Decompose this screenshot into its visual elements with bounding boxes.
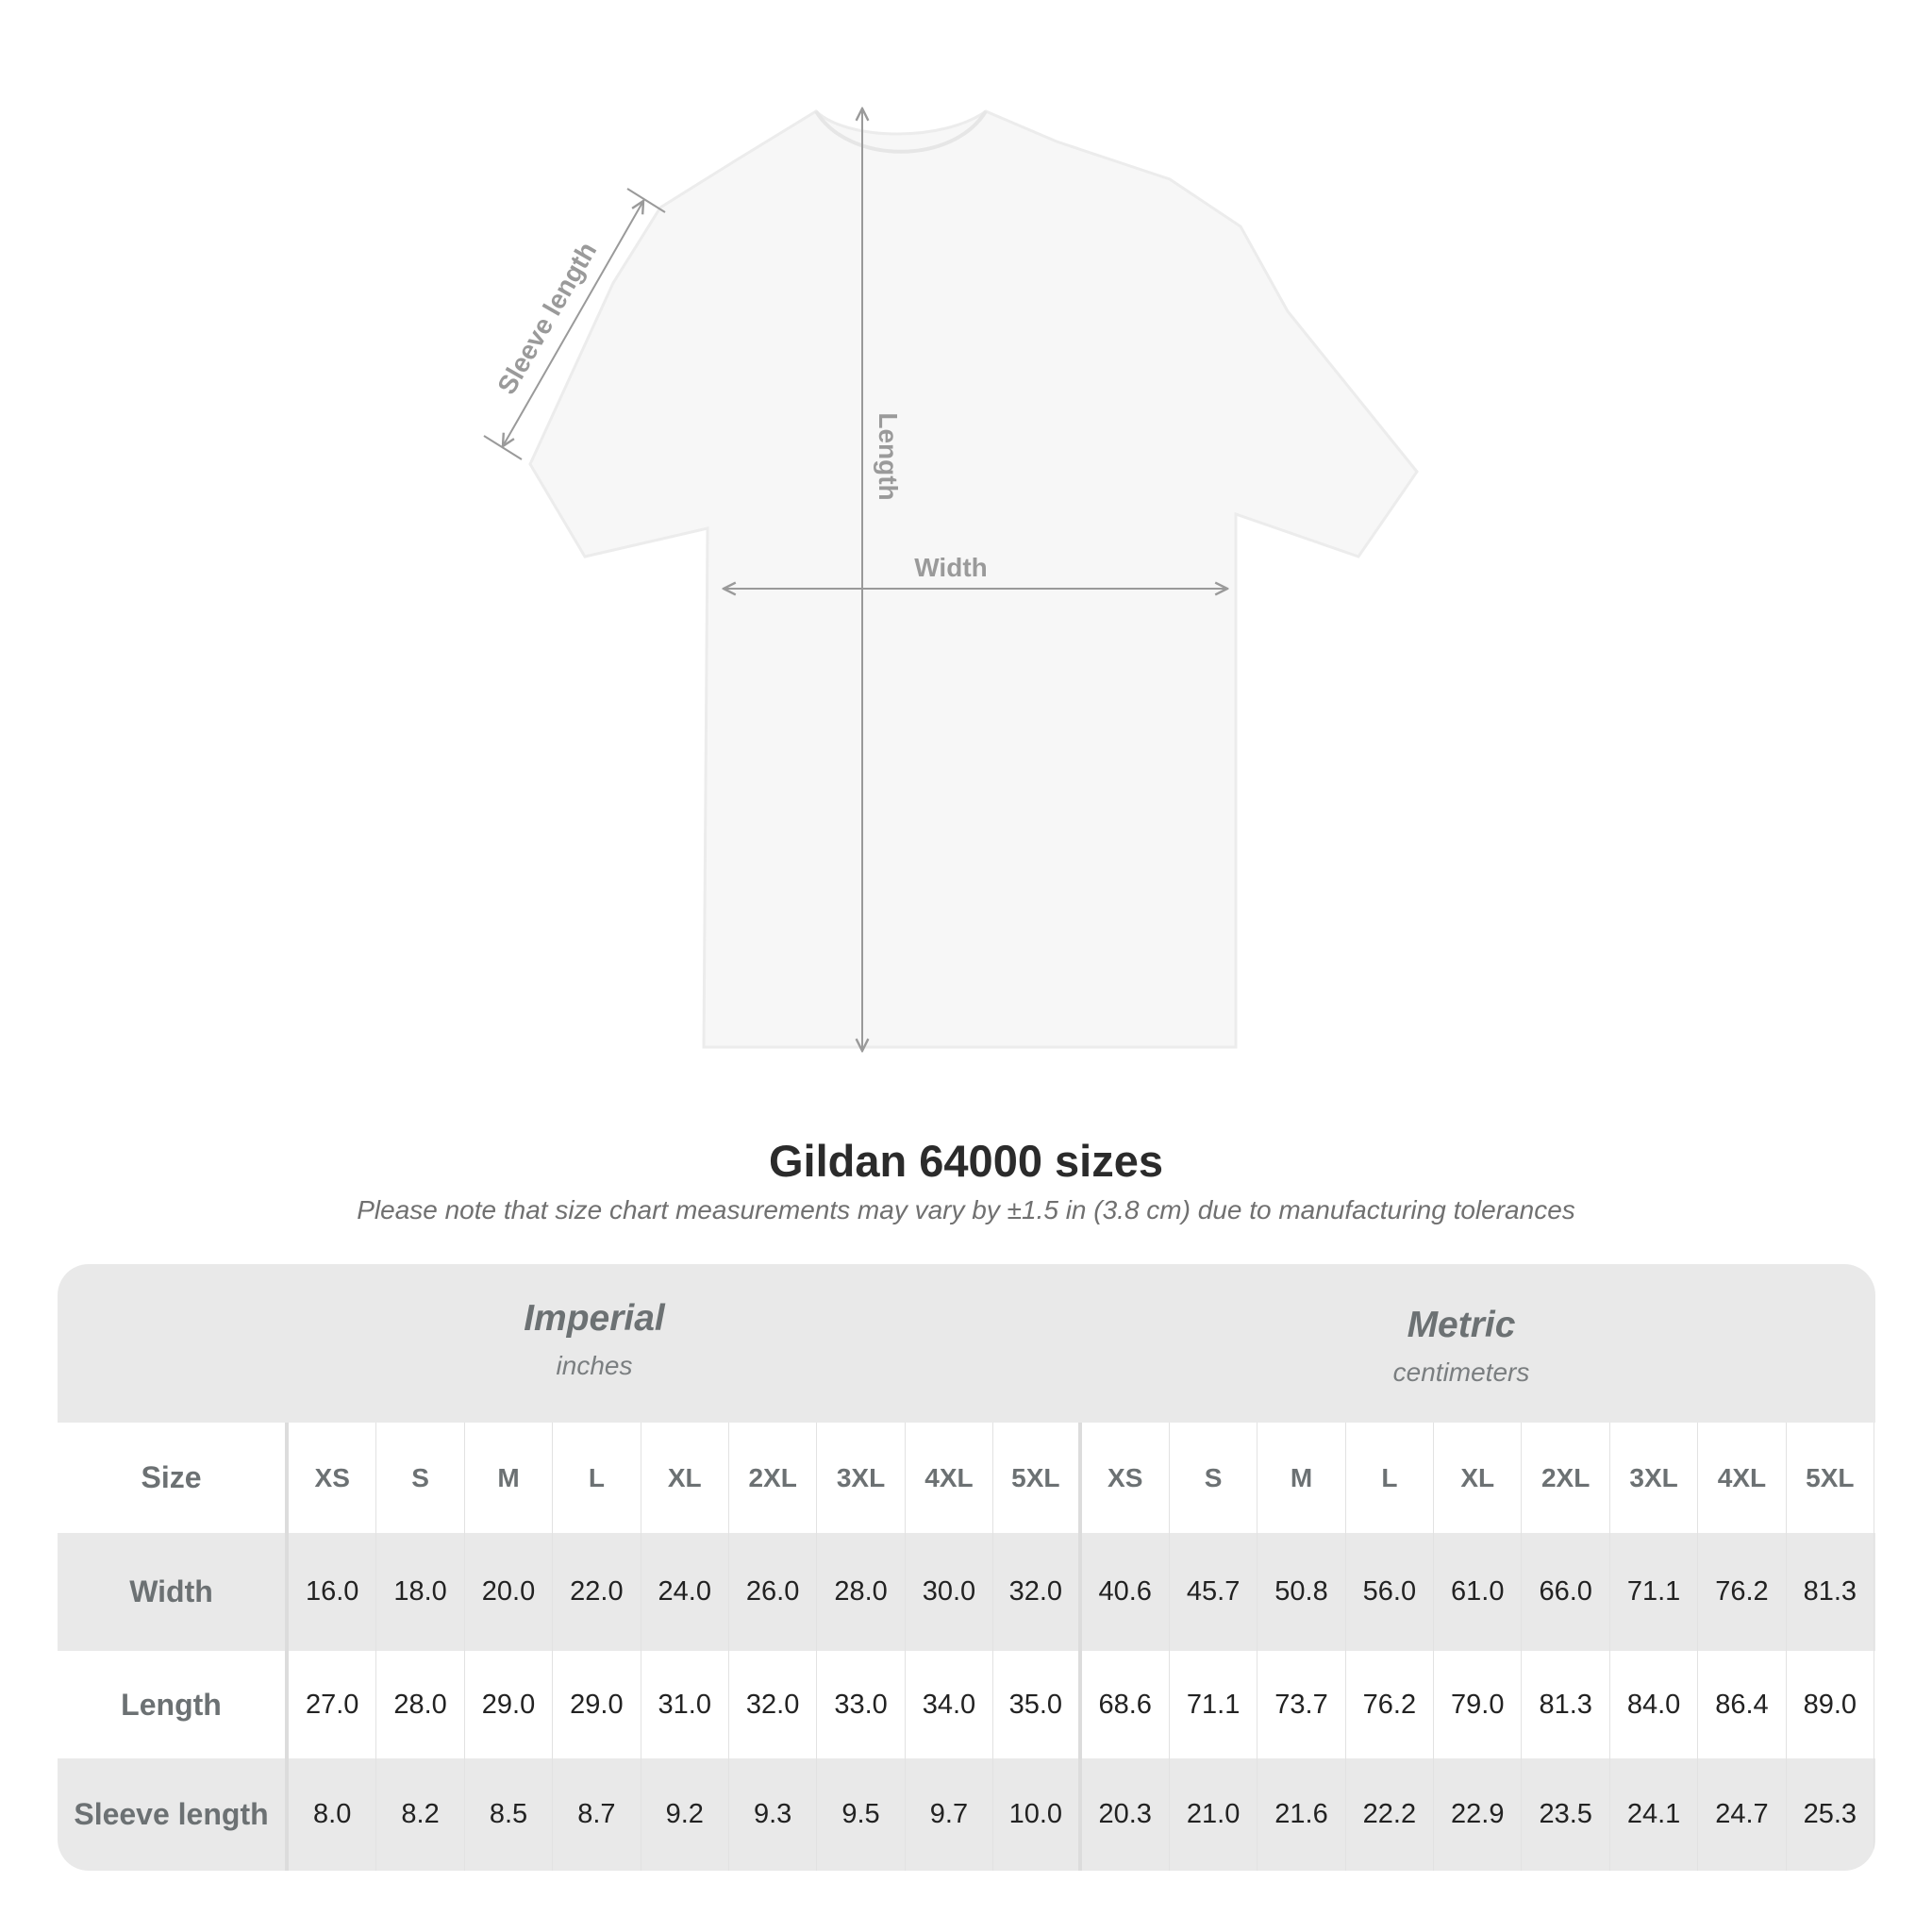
- table-cell: 32.0: [729, 1651, 818, 1758]
- table-cell: 68.6: [1082, 1651, 1170, 1758]
- size-header-imperial-xl: XL: [641, 1423, 729, 1533]
- table-cell: 45.7: [1170, 1533, 1258, 1651]
- imperial-header: Imperial inches: [358, 1298, 830, 1381]
- metric-title: Metric: [1407, 1305, 1516, 1345]
- metric-unit: centimeters: [1392, 1357, 1530, 1387]
- size-header-metric-4xl: 4XL: [1698, 1423, 1787, 1533]
- size-header-metric-xs: XS: [1082, 1423, 1170, 1533]
- size-header-imperial-3xl: 3XL: [817, 1423, 906, 1533]
- table-cell: 22.0: [553, 1533, 641, 1651]
- table-cell: 23.5: [1522, 1758, 1610, 1871]
- table-cell: 9.2: [641, 1758, 729, 1871]
- table-cell: 30.0: [906, 1533, 994, 1651]
- length-label: Length: [874, 412, 903, 500]
- table-cell: 18.0: [376, 1533, 465, 1651]
- table-cell: 20.0: [465, 1533, 554, 1651]
- size-header-imperial-l: L: [553, 1423, 641, 1533]
- table-cell: 66.0: [1522, 1533, 1610, 1651]
- table-cell: 56.0: [1346, 1533, 1435, 1651]
- table-cell: 22.2: [1346, 1758, 1435, 1871]
- table-cell: 24.0: [641, 1533, 729, 1651]
- size-header-imperial-m: M: [465, 1423, 554, 1533]
- table-cell: 26.0: [729, 1533, 818, 1651]
- size-table: Imperial inches Metric centimeters Size …: [58, 1264, 1875, 1871]
- table-cell: 50.8: [1257, 1533, 1346, 1651]
- size-header-metric-2xl: 2XL: [1522, 1423, 1610, 1533]
- chart-title: Gildan 64000 sizes: [768, 1136, 1164, 1186]
- table-cell: 28.0: [817, 1533, 906, 1651]
- size-header-metric-3xl: 3XL: [1610, 1423, 1699, 1533]
- table-cell: 29.0: [553, 1651, 641, 1758]
- size-header-metric-m: M: [1257, 1423, 1346, 1533]
- size-row: Size XS S M L XL 2XL 3XL 4XL 5XL XS S M L XL 2XL 3XL 4XL…: [58, 1423, 1875, 1533]
- table-cell: 9.7: [906, 1758, 994, 1871]
- size-header-metric-s: S: [1170, 1423, 1258, 1533]
- size-label: Size: [58, 1423, 289, 1533]
- table-cell: 71.1: [1170, 1651, 1258, 1758]
- size-header-imperial-2xl: 2XL: [729, 1423, 818, 1533]
- table-cell: 79.0: [1434, 1651, 1523, 1758]
- metric-header: Metric centimeters: [1225, 1305, 1697, 1388]
- table-row-width: Width 16.0 18.0 20.0 22.0 24.0 26.0 28.0 30.0 32.…: [58, 1533, 1875, 1651]
- table-cell: 16.0: [289, 1533, 377, 1651]
- sleeve-arrow: [503, 201, 643, 446]
- table-cell: 8.7: [553, 1758, 641, 1871]
- table-cell: 20.3: [1082, 1758, 1170, 1871]
- table-cell: 35.0: [993, 1651, 1082, 1758]
- table-cell: 76.2: [1346, 1651, 1435, 1758]
- table-cell: 81.3: [1522, 1651, 1610, 1758]
- size-header-metric-xl: XL: [1434, 1423, 1523, 1533]
- size-header-metric-5xl: 5XL: [1787, 1423, 1875, 1533]
- size-header-imperial-s: S: [376, 1423, 465, 1533]
- row-label: Width: [58, 1533, 289, 1651]
- row-label: Length: [58, 1651, 289, 1758]
- imperial-title: Imperial: [524, 1298, 665, 1339]
- table-row-length: Length 27.0 28.0 29.0 29.0 31.0 32.0 33.0 34.0 35…: [58, 1651, 1875, 1758]
- size-header-imperial-5xl: 5XL: [993, 1423, 1082, 1533]
- table-cell: 29.0: [465, 1651, 554, 1758]
- table-cell: 81.3: [1787, 1533, 1875, 1651]
- tshirt-diagram: Length Width Sleeve length: [483, 0, 1419, 1094]
- width-label: Width: [914, 553, 988, 582]
- table-cell: 32.0: [993, 1533, 1082, 1651]
- table-cell: 40.6: [1082, 1533, 1170, 1651]
- table-cell: 9.3: [729, 1758, 818, 1871]
- table-cell: 24.7: [1698, 1758, 1787, 1871]
- table-cell: 21.0: [1170, 1758, 1258, 1871]
- table-cell: 76.2: [1698, 1533, 1787, 1651]
- table-cell: 8.2: [376, 1758, 465, 1871]
- tolerance-note: Please note that size chart measurements…: [357, 1195, 1575, 1224]
- table-cell: 89.0: [1787, 1651, 1875, 1758]
- table-cell: 27.0: [289, 1651, 377, 1758]
- table-cell: 33.0: [817, 1651, 906, 1758]
- table-cell: 34.0: [906, 1651, 994, 1758]
- table-cell: 10.0: [993, 1758, 1082, 1871]
- table-cell: 8.5: [465, 1758, 554, 1871]
- table-row-sleeve-length: Sleeve length 8.0 8.2 8.5 8.7 9.2 9.3 9.5 9.7 10.…: [58, 1758, 1875, 1871]
- table-cell: 31.0: [641, 1651, 729, 1758]
- table-cell: 22.9: [1434, 1758, 1523, 1871]
- row-label: Sleeve length: [58, 1758, 289, 1871]
- table-cell: 84.0: [1610, 1651, 1699, 1758]
- table-cell: 71.1: [1610, 1533, 1699, 1651]
- table-cell: 61.0: [1434, 1533, 1523, 1651]
- units-header: Imperial inches Metric centimeters: [58, 1264, 1875, 1423]
- table-cell: 24.1: [1610, 1758, 1699, 1871]
- imperial-unit: inches: [556, 1351, 633, 1380]
- table-cell: 8.0: [289, 1758, 377, 1871]
- table-cell: 9.5: [817, 1758, 906, 1871]
- size-header-imperial-xs: XS: [289, 1423, 377, 1533]
- size-header-metric-l: L: [1346, 1423, 1435, 1533]
- table-cell: 28.0: [376, 1651, 465, 1758]
- table-cell: 25.3: [1787, 1758, 1875, 1871]
- tshirt-collar: [814, 109, 988, 154]
- size-header-imperial-4xl: 4XL: [906, 1423, 994, 1533]
- table-cell: 73.7: [1257, 1651, 1346, 1758]
- table-cell: 21.6: [1257, 1758, 1346, 1871]
- table-cell: 86.4: [1698, 1651, 1787, 1758]
